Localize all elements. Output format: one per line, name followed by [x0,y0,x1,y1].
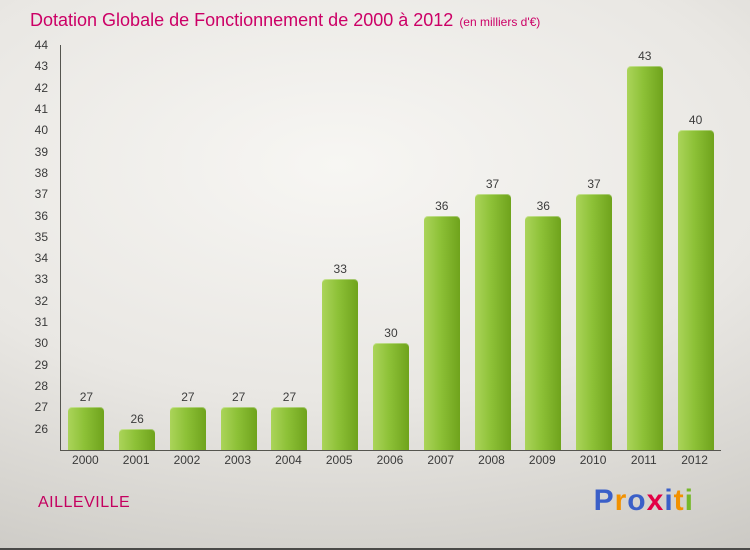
chart-title: Dotation Globale de Fonctionnement de 20… [30,10,540,31]
x-tick-label: 2008 [478,453,505,467]
bar-slot: 30 [366,45,417,450]
x-tick-label: 2010 [579,453,607,467]
y-tick-label: 35 [34,229,48,244]
y-tick-label: 28 [34,379,48,394]
bar [322,279,359,450]
y-tick-label: 40 [34,123,48,138]
logo-letter: P [593,484,615,517]
bar-slot: 36 [416,45,467,450]
bar-value-label: 40 [688,113,703,128]
y-tick-label: 43 [34,59,48,74]
bar-value-label: 27 [282,390,297,405]
x-tick-label: 2003 [224,453,252,467]
logo-letter: o [627,484,647,517]
chart-title-text: Dotation Globale de Fonctionnement de 20… [30,10,454,30]
bar-value-label: 30 [384,326,398,341]
bar-slot: 40 [670,45,721,450]
x-tick-label: 2009 [528,453,556,467]
bar-slot: 43 [619,45,670,450]
bar-value-label: 36 [435,198,449,213]
bar-value-label: 43 [638,49,652,64]
bar-slot: 37 [467,45,518,450]
proxiti-logo: Proxiti [594,484,694,518]
bar-value-label: 26 [130,411,144,426]
bar-slot: 27 [213,45,264,450]
y-tick-label: 38 [34,165,48,180]
logo-letter: i [684,484,694,517]
y-tick-label: 39 [34,144,48,159]
bar-slot: 27 [264,45,315,450]
x-tick-label: 2006 [376,453,404,467]
commune-label: AILLEVILLE [38,494,131,511]
y-tick-label: 32 [34,293,48,308]
bar-slot: 33 [315,45,366,450]
y-tick-label: 41 [34,101,48,116]
x-tick-label: 2007 [427,453,455,467]
logo-letter: r [614,484,628,517]
bar-value-label: 27 [181,390,195,405]
y-tick-label: 42 [34,80,48,95]
logo-letter: t [673,484,685,517]
bar-slot: 37 [569,45,620,450]
bar-value-label: 27 [79,390,94,405]
bar [525,215,562,450]
x-tick-label: 2012 [681,453,708,467]
x-tick-label: 2000 [72,453,99,467]
bar [169,407,206,450]
y-tick-label: 31 [34,315,48,330]
y-tick-label: 44 [34,38,48,52]
bar-slot: 26 [112,45,163,450]
bar-value-label: 27 [232,390,246,405]
bar-value-label: 36 [536,198,550,213]
y-tick-label: 34 [34,251,48,266]
bar [626,66,663,450]
y-tick-label: 30 [34,336,48,351]
logo-letter: i [664,484,674,517]
x-tick-label: 2001 [122,453,150,467]
bar-value-label: 37 [485,177,500,192]
bar [677,130,714,450]
y-tick-label: 27 [34,400,48,415]
y-tick-label: 33 [34,272,48,287]
x-tick-label: 2011 [630,453,657,467]
y-tick-label: 36 [34,208,48,223]
x-tick-label: 2002 [173,453,201,467]
x-axis: 2000 2001 2002 2003 2004 2005 2006 2007 2008 2009… [60,453,720,467]
y-tick-label: 37 [34,187,48,202]
chart-subtitle: (en milliers d'€) [459,15,541,29]
bar [271,407,308,450]
bar [474,194,511,450]
plot-area: 27 26 27 27 27 33 30 36 37 36 37 43 40 [60,45,721,451]
bar-slot: 27 [163,45,214,450]
x-tick-label: 2004 [275,453,302,467]
bar-value-label: 37 [587,177,601,192]
bar [423,215,460,450]
bar [119,428,156,450]
y-tick-label: 29 [34,357,48,372]
bar [68,407,105,450]
bar-value-label: 33 [333,262,347,277]
bar-slot: 27 [61,45,112,450]
bar [372,343,409,450]
y-tick-label: 26 [34,421,48,436]
bar [220,407,257,450]
x-tick-label: 2005 [325,453,353,467]
bar [576,194,613,450]
bar-slot: 36 [518,45,569,450]
logo-letter: x [646,484,665,517]
y-axis: 26 27 28 29 30 31 32 33 34 35 36 37 38 39 40 41 42 43 44 [0,39,56,450]
